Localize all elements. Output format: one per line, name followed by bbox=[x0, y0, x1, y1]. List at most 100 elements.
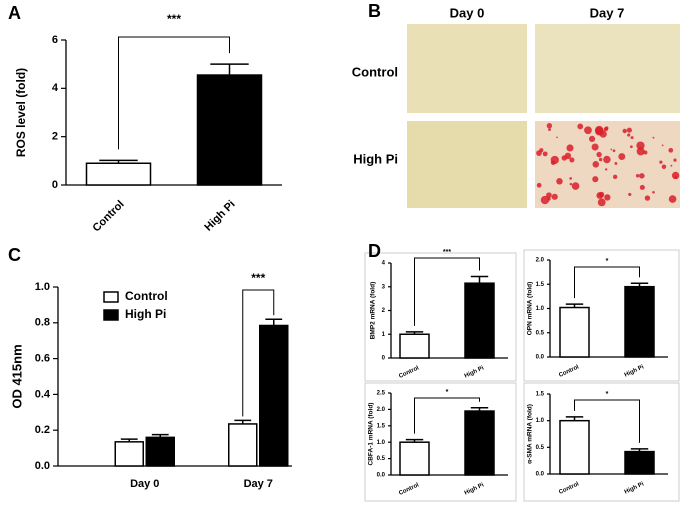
stain-dot bbox=[670, 164, 673, 167]
y-tick-label: 0.8 bbox=[35, 317, 50, 329]
stain-dot bbox=[536, 150, 542, 156]
row-label: Control bbox=[352, 64, 398, 79]
stain-dot bbox=[668, 195, 677, 203]
micrograph bbox=[535, 24, 680, 113]
y-tick-label: 1 bbox=[382, 332, 386, 338]
stain-dot bbox=[592, 161, 600, 168]
bar bbox=[85, 162, 152, 186]
x-tick-label: High Pi bbox=[624, 364, 646, 378]
bar bbox=[259, 324, 289, 467]
stain-dot bbox=[661, 144, 664, 147]
y-tick-label: 6 bbox=[52, 34, 58, 46]
stain-dot bbox=[584, 126, 592, 135]
bar bbox=[399, 333, 430, 359]
stain-dot bbox=[550, 160, 556, 165]
panel-frame bbox=[364, 252, 517, 382]
bar bbox=[145, 436, 175, 467]
bar bbox=[559, 306, 590, 358]
column-label: Day 7 bbox=[590, 5, 625, 20]
significance-label: *** bbox=[167, 12, 181, 26]
significance-label: * bbox=[446, 389, 449, 396]
y-tick-label: 3 bbox=[382, 284, 386, 290]
y-tick-label: 0.0 bbox=[35, 460, 50, 472]
stain-dot bbox=[536, 182, 542, 188]
stain-dot bbox=[564, 152, 572, 160]
bar bbox=[228, 423, 258, 467]
y-tick-label: 1.0 bbox=[35, 281, 50, 293]
stain-dot bbox=[635, 174, 640, 178]
stain-dot bbox=[556, 136, 558, 139]
micrograph bbox=[407, 121, 527, 208]
x-tick-label: Control bbox=[398, 482, 420, 497]
y-tick-label: 2.5 bbox=[377, 391, 386, 397]
panel-label: A bbox=[8, 3, 21, 23]
stain-dot bbox=[556, 178, 563, 185]
y-axis-label: CBFA-1 mRNA (fold) bbox=[368, 403, 375, 466]
stain-dot bbox=[596, 192, 604, 199]
stain-dot bbox=[596, 151, 602, 158]
stain-dot bbox=[626, 127, 632, 133]
stain-dot bbox=[594, 125, 604, 135]
significance-bracket bbox=[414, 397, 480, 434]
stain-dot bbox=[627, 133, 631, 137]
y-tick-label: 0.0 bbox=[536, 355, 545, 361]
y-tick-label: 2.0 bbox=[536, 258, 545, 264]
column-label: Day 0 bbox=[450, 5, 485, 20]
stain-dot bbox=[577, 123, 584, 130]
stain-dot bbox=[546, 123, 553, 129]
bar bbox=[559, 419, 590, 475]
stain-dot bbox=[610, 148, 613, 151]
y-axis-label: ROS level (fold) bbox=[14, 68, 28, 157]
y-axis-label: BMP2 mRNA (fold) bbox=[370, 282, 377, 340]
x-tick-label: Day 0 bbox=[130, 478, 159, 490]
x-tick-label: High Pi bbox=[624, 481, 646, 495]
significance-label: *** bbox=[251, 271, 265, 285]
stain-dot bbox=[592, 176, 599, 183]
significance-bracket bbox=[574, 266, 640, 299]
bar bbox=[114, 441, 144, 467]
stain-dot bbox=[636, 147, 645, 156]
legend-swatch bbox=[103, 309, 119, 321]
stain-dot bbox=[668, 147, 674, 153]
row-label: High Pi bbox=[353, 151, 398, 166]
stain-dot bbox=[551, 193, 558, 200]
y-tick-label: 0.5 bbox=[536, 330, 545, 336]
x-tick-label: High Pi bbox=[202, 198, 237, 233]
y-tick-label: 4 bbox=[382, 261, 386, 267]
bar bbox=[399, 441, 430, 476]
stain-dot bbox=[548, 128, 551, 131]
stain-dot bbox=[618, 153, 626, 160]
panel-label: D bbox=[368, 241, 381, 261]
stain bbox=[536, 123, 680, 207]
stain-dot bbox=[566, 144, 574, 152]
y-tick-label: 1.5 bbox=[536, 282, 545, 288]
y-tick-label: 0 bbox=[52, 179, 58, 191]
significance-label: *** bbox=[443, 249, 451, 256]
y-tick-label: 1.5 bbox=[377, 423, 386, 429]
y-tick-label: 0.2 bbox=[35, 424, 50, 436]
stain-dot bbox=[591, 143, 599, 151]
x-tick-label: Day 7 bbox=[244, 478, 273, 490]
y-tick-label: 0.0 bbox=[377, 473, 386, 479]
stain-dot bbox=[540, 195, 550, 205]
stain-dot bbox=[671, 171, 680, 180]
stain-dot bbox=[569, 182, 573, 186]
significance-label: * bbox=[606, 258, 609, 265]
bar bbox=[196, 74, 263, 186]
panel-frame bbox=[523, 249, 680, 382]
stain-dot bbox=[629, 145, 633, 149]
stain-dot bbox=[569, 177, 573, 180]
x-tick-label: High Pi bbox=[464, 482, 486, 496]
x-tick-label: Control bbox=[558, 481, 580, 496]
micrograph bbox=[407, 24, 527, 113]
x-tick-label: Control bbox=[398, 365, 420, 380]
x-tick-label: Control bbox=[91, 198, 127, 234]
stain-dot bbox=[614, 162, 618, 165]
significance-label: * bbox=[606, 391, 609, 398]
stain-dot bbox=[639, 184, 645, 190]
y-tick-label: 1.0 bbox=[377, 440, 386, 446]
significance-bracket bbox=[574, 399, 640, 443]
y-tick-label: 0.4 bbox=[35, 388, 51, 400]
